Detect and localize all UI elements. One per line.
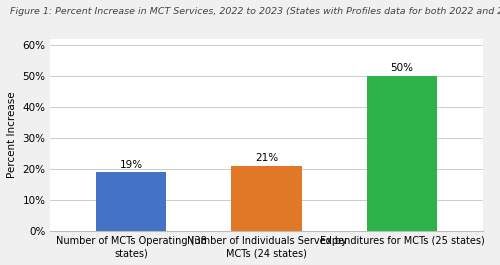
Text: Figure 1: Percent Increase in MCT Services, 2022 to 2023 (States with Profiles d: Figure 1: Percent Increase in MCT Servic… xyxy=(10,7,500,16)
Y-axis label: Percent Increase: Percent Increase xyxy=(7,91,17,178)
Text: 50%: 50% xyxy=(390,63,413,73)
Text: 19%: 19% xyxy=(120,160,142,170)
Bar xyxy=(96,172,166,231)
Bar xyxy=(367,76,438,231)
Bar xyxy=(232,166,302,231)
Text: 21%: 21% xyxy=(255,153,278,163)
